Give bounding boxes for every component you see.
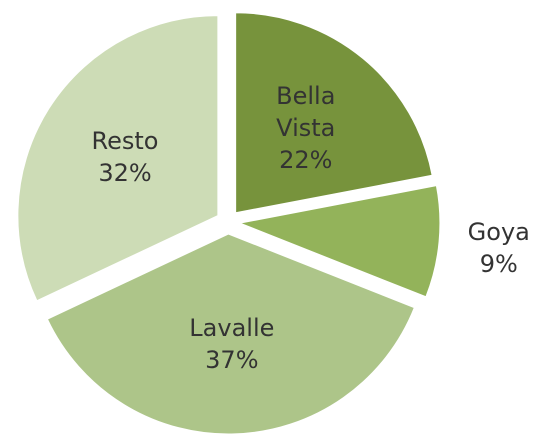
value-label: 37% <box>205 345 259 374</box>
category-label: Lavalle <box>189 313 275 342</box>
value-label: 22% <box>279 145 333 174</box>
category-label: Resto <box>91 126 159 155</box>
pie-slice <box>235 12 433 214</box>
pie-slice <box>17 15 219 302</box>
pie-slice <box>238 185 441 298</box>
slice-label: Lavalle 37% <box>189 312 274 376</box>
value-label: 32% <box>98 158 152 187</box>
category-label: Goya <box>467 217 530 246</box>
pie-slice <box>46 233 415 435</box>
slice-label: Bella Vista 22% <box>261 80 351 176</box>
slice-label: Resto 32% <box>92 125 159 189</box>
slice-label: Goya 9% <box>468 216 530 280</box>
value-label: 9% <box>479 249 518 278</box>
category-label: Bella Vista <box>276 81 336 142</box>
